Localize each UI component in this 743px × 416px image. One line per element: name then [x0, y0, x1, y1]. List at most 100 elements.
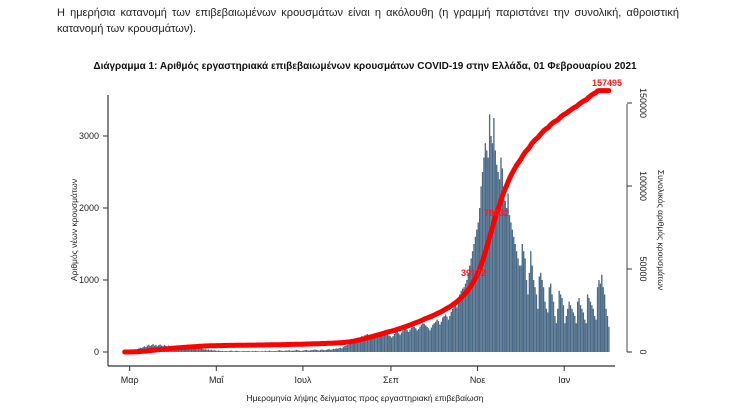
- bar: [532, 280, 535, 352]
- bar: [576, 301, 579, 352]
- bar: [288, 350, 291, 352]
- bar: [452, 308, 454, 352]
- bar: [429, 330, 431, 352]
- bar: [530, 251, 532, 352]
- bar: [595, 319, 597, 352]
- bar: [221, 350, 224, 352]
- bar: [195, 348, 197, 352]
- bar: [442, 317, 444, 352]
- bar: [278, 350, 281, 352]
- bar: [469, 265, 471, 352]
- bar: [325, 349, 327, 352]
- bar: [294, 350, 296, 352]
- bar: [503, 186, 505, 352]
- bar: [234, 350, 237, 352]
- bar: [561, 298, 563, 352]
- bar: [192, 348, 194, 352]
- bar: [450, 311, 452, 352]
- bar: [365, 334, 367, 352]
- bar: [342, 346, 345, 352]
- bar: [298, 350, 301, 352]
- bar: [498, 179, 501, 352]
- bar: [567, 308, 569, 352]
- bar: [557, 308, 559, 352]
- bar: [318, 350, 320, 352]
- bar: [464, 283, 467, 352]
- bar: [430, 327, 433, 352]
- bar: [579, 305, 582, 352]
- bar: [375, 334, 377, 352]
- bar: [251, 351, 254, 352]
- bar: [285, 350, 288, 352]
- bar: [396, 330, 398, 352]
- bar: [562, 305, 565, 352]
- bar: [203, 349, 205, 352]
- bar: [598, 280, 600, 352]
- bar: [410, 327, 413, 352]
- bar: [408, 331, 410, 352]
- bar: [315, 349, 318, 352]
- bar: [412, 326, 414, 352]
- bar: [237, 351, 239, 352]
- bar: [400, 332, 403, 352]
- bar: [409, 329, 411, 352]
- y2-tick-label: 50000: [638, 256, 648, 281]
- bar: [417, 328, 420, 352]
- x-tick-label: Μαΐ: [209, 375, 225, 385]
- bar: [474, 236, 477, 352]
- bar: [572, 312, 575, 352]
- bar: [268, 350, 271, 352]
- bar: [247, 350, 249, 352]
- bar: [527, 294, 529, 352]
- bar: [602, 287, 604, 352]
- bar: [324, 350, 326, 352]
- bar: [328, 349, 330, 352]
- bar: [200, 348, 203, 352]
- bar: [271, 351, 274, 352]
- cumulative-line-group: [122, 88, 612, 355]
- bar: [454, 305, 457, 352]
- bar: [505, 208, 508, 352]
- bar: [266, 351, 268, 352]
- bar: [297, 350, 299, 352]
- bar: [588, 298, 590, 352]
- bar: [535, 294, 538, 352]
- bar: [349, 343, 352, 352]
- bar: [319, 349, 322, 352]
- bar: [425, 325, 427, 352]
- bar: [420, 324, 423, 352]
- bar: [248, 351, 251, 352]
- bar: [511, 229, 514, 352]
- bar: [331, 349, 333, 352]
- bar: [226, 351, 228, 352]
- bar: [456, 307, 458, 352]
- y2-tick-label: 150000: [638, 88, 648, 118]
- bar: [547, 312, 549, 352]
- bar: [369, 337, 372, 352]
- bar: [244, 351, 247, 352]
- bar: [517, 258, 519, 352]
- bar: [260, 351, 262, 352]
- bar: [525, 280, 528, 352]
- bar: [504, 200, 506, 352]
- bar: [305, 349, 308, 352]
- bar: [518, 265, 521, 352]
- bar: [207, 349, 210, 352]
- bar: [463, 287, 465, 352]
- bar: [254, 350, 256, 352]
- bar: [290, 350, 292, 352]
- bar: [217, 350, 220, 352]
- x-tick-label: Ιουλ: [294, 375, 311, 385]
- bar: [515, 251, 518, 352]
- bar: [304, 350, 306, 352]
- bar: [537, 308, 539, 352]
- bar: [565, 316, 567, 352]
- bar: [366, 334, 369, 352]
- bar: [275, 351, 278, 352]
- bar: [267, 351, 269, 352]
- bar: [187, 347, 190, 352]
- bar: [196, 349, 198, 352]
- bar: [301, 350, 303, 352]
- bar: [541, 280, 543, 352]
- bar: [220, 351, 222, 352]
